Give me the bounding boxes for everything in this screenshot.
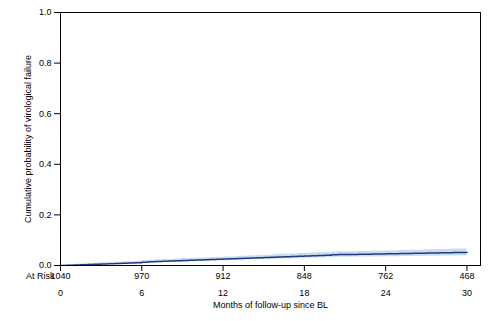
svg-text:Months of follow-up since BL: Months of follow-up since BL	[213, 300, 328, 310]
svg-text:0.4: 0.4	[39, 159, 52, 169]
svg-text:0: 0	[58, 288, 63, 298]
svg-text:0.2: 0.2	[39, 210, 52, 220]
svg-text:0.6: 0.6	[39, 109, 52, 119]
svg-text:12: 12	[218, 288, 228, 298]
svg-text:6: 6	[139, 288, 144, 298]
svg-text:18: 18	[299, 288, 309, 298]
svg-text:912: 912	[216, 271, 231, 281]
svg-text:0.8: 0.8	[39, 58, 52, 68]
svg-text:At Risk: At Risk	[26, 271, 55, 281]
svg-text:762: 762	[378, 271, 393, 281]
svg-text:1040: 1040	[50, 270, 71, 281]
svg-text:Cumulative probability of viro: Cumulative probability of virological fa…	[23, 55, 33, 223]
svg-text:30: 30	[462, 288, 472, 298]
svg-text:848: 848	[297, 271, 312, 281]
svg-text:24: 24	[381, 288, 391, 298]
svg-text:0.0: 0.0	[39, 260, 52, 270]
svg-text:1.0: 1.0	[39, 7, 52, 17]
svg-text:468: 468	[459, 271, 474, 281]
svg-text:970: 970	[134, 271, 149, 281]
